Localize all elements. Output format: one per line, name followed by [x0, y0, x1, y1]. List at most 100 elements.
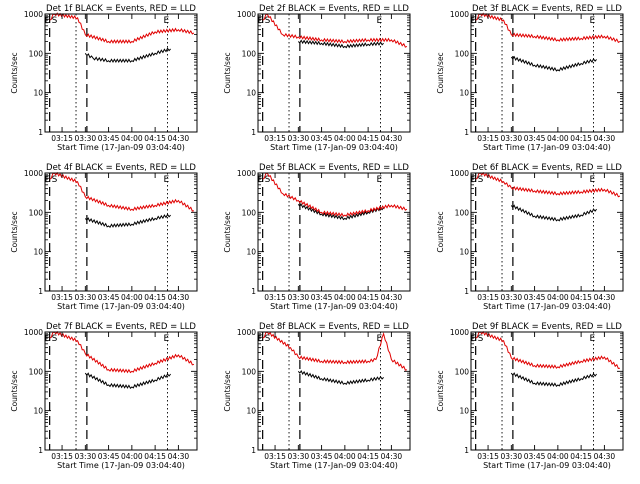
x-axis-label: Start Time (17-Jan-09 03:04:40): [270, 302, 398, 311]
event-marker-label: E: [377, 334, 383, 344]
y-axis-label: Counts/sec: [223, 370, 232, 411]
x-tick-label: 03:45: [98, 134, 120, 143]
x-axis-label: Start Time (17-Jan-09 03:04:40): [483, 461, 611, 470]
y-tick-label: 100: [29, 208, 44, 217]
x-tick-label: 03:15: [264, 293, 286, 302]
x-tick-label: 03:45: [311, 452, 333, 461]
lld-series-line: [475, 12, 621, 43]
lld-series-line: [262, 172, 408, 217]
plot-frame: [257, 172, 411, 292]
plot-frame: [470, 13, 624, 133]
x-tick-label: 03:15: [51, 452, 73, 461]
x-tick-label: 03:45: [524, 452, 546, 461]
x-tick-label: 04:00: [334, 293, 356, 302]
event-marker-label: E: [258, 334, 264, 344]
lld-series-line: [475, 330, 620, 369]
x-tick-label: 03:15: [477, 134, 499, 143]
event-marker-label: E: [471, 334, 477, 344]
x-tick-label: 03:30: [501, 452, 523, 461]
x-axis-label: Start Time (17-Jan-09 03:04:40): [57, 302, 185, 311]
event-marker-label: S: [52, 334, 58, 344]
event-marker-label: E: [590, 175, 596, 185]
x-tick-label: 04:15: [357, 293, 379, 302]
x-tick-label: 04:00: [334, 452, 356, 461]
event-marker-label: E: [590, 334, 596, 344]
x-tick-label: 03:45: [311, 293, 333, 302]
y-tick-label: 1000: [24, 10, 43, 19]
lld-series-line: [49, 330, 195, 374]
x-tick-label: 04:15: [570, 134, 592, 143]
event-marker-label: S: [478, 175, 484, 185]
x-tick-label: 04:30: [594, 293, 616, 302]
x-tick-label: 04:30: [381, 293, 403, 302]
x-tick-label: 04:15: [144, 452, 166, 461]
events-series-line: [297, 370, 384, 386]
x-tick-label: 03:45: [98, 293, 120, 302]
plot-frame: [44, 13, 198, 133]
event-marker-label: E: [164, 334, 170, 344]
x-tick-label: 04:30: [168, 293, 190, 302]
x-tick-label: 03:30: [75, 134, 97, 143]
plot-frame: [470, 331, 624, 451]
x-tick-label: 04:00: [121, 134, 143, 143]
panel-title: Det 4f BLACK = Events, RED = LLD: [46, 163, 196, 173]
events-series-line: [84, 213, 171, 228]
y-tick-label: 1000: [450, 328, 469, 337]
x-tick-label: 03:15: [477, 293, 499, 302]
x-tick-label: 03:45: [98, 452, 120, 461]
panel-title: Det 8f BLACK = Events, RED = LLD: [259, 322, 409, 332]
x-tick-label: 03:30: [75, 293, 97, 302]
events-series-line: [510, 372, 597, 387]
y-tick-label: 1: [251, 446, 256, 455]
x-tick-label: 03:45: [524, 293, 546, 302]
event-marker-label: E: [377, 16, 383, 26]
y-tick-label: 10: [246, 248, 256, 257]
y-tick-label: 1000: [237, 328, 256, 337]
y-tick-label: 10: [33, 407, 43, 416]
event-marker-label: E: [45, 175, 51, 185]
y-tick-label: 100: [29, 49, 44, 58]
x-tick-label: 03:15: [51, 134, 73, 143]
y-axis-label: Counts/sec: [436, 370, 445, 411]
y-axis-label: Counts/sec: [436, 52, 445, 93]
event-marker-label: E: [258, 175, 264, 185]
x-axis-label: Start Time (17-Jan-09 03:04:40): [57, 143, 185, 152]
x-tick-label: 03:30: [288, 134, 310, 143]
x-tick-label: 03:15: [477, 452, 499, 461]
x-axis-label: Start Time (17-Jan-09 03:04:40): [270, 143, 398, 152]
y-tick-label: 1000: [24, 169, 43, 178]
x-tick-label: 04:15: [570, 452, 592, 461]
x-tick-label: 04:30: [381, 134, 403, 143]
x-tick-label: 03:45: [524, 134, 546, 143]
x-tick-label: 04:30: [381, 452, 403, 461]
x-tick-label: 04:00: [121, 452, 143, 461]
y-tick-label: 100: [455, 208, 470, 217]
x-tick-label: 04:30: [594, 134, 616, 143]
panel-title: Det 5f BLACK = Events, RED = LLD: [259, 163, 409, 173]
y-tick-label: 1: [251, 287, 256, 296]
x-tick-label: 03:15: [264, 452, 286, 461]
lld-series-line: [262, 13, 408, 48]
lld-series-line: [475, 171, 621, 198]
event-marker-label: E: [590, 16, 596, 26]
panel-title: Det 2f BLACK = Events, RED = LLD: [259, 4, 409, 14]
y-tick-label: 10: [33, 248, 43, 257]
x-tick-label: 04:15: [570, 293, 592, 302]
y-tick-label: 1000: [24, 328, 43, 337]
event-marker-label: E: [377, 175, 383, 185]
y-tick-label: 10: [246, 89, 256, 98]
event-marker-label: S: [52, 175, 58, 185]
lld-series-line: [262, 331, 407, 371]
y-tick-label: 10: [459, 407, 469, 416]
plot-frame: [257, 13, 411, 133]
x-tick-label: 03:30: [501, 293, 523, 302]
panel-title: Det 3f BLACK = Events, RED = LLD: [472, 4, 622, 14]
events-series-line: [510, 204, 597, 222]
event-marker-label: S: [478, 16, 484, 26]
